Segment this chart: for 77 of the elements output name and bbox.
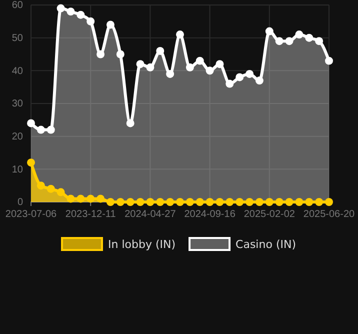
- x-tick-label: 2025-02-02: [244, 209, 296, 220]
- point: [56, 188, 65, 196]
- point: [36, 126, 45, 134]
- point: [305, 198, 314, 206]
- y-tick-label: 30: [12, 98, 24, 110]
- point: [295, 198, 304, 206]
- point: [315, 37, 324, 46]
- legend-label: Casino (IN): [236, 238, 296, 251]
- point: [76, 10, 85, 19]
- point: [226, 80, 234, 88]
- point: [126, 119, 134, 128]
- point: [246, 70, 254, 78]
- x-tick-label: 2024-04-27: [124, 209, 176, 220]
- point: [86, 17, 95, 26]
- point: [176, 30, 184, 39]
- point: [96, 194, 105, 203]
- y-tick-label: 50: [12, 33, 24, 44]
- point: [196, 198, 204, 206]
- point: [156, 46, 164, 55]
- y-tick-label: 10: [12, 164, 24, 176]
- point: [255, 198, 264, 206]
- y-tick-label: 60: [12, 0, 24, 12]
- point: [116, 198, 124, 206]
- y-tick-label: 20: [12, 132, 24, 143]
- point: [226, 198, 234, 206]
- point: [315, 198, 324, 206]
- point: [156, 198, 164, 206]
- point: [86, 194, 95, 203]
- point: [285, 198, 294, 206]
- point: [206, 66, 214, 75]
- point: [66, 8, 75, 16]
- y-tick-label: 0: [17, 197, 24, 208]
- point: [295, 30, 304, 39]
- point: [186, 63, 194, 72]
- x-tick-label: 2024-09-16: [184, 209, 236, 220]
- point: [186, 198, 194, 206]
- x-tick-label: 2023-12-11: [65, 209, 116, 220]
- point: [206, 198, 214, 206]
- point: [66, 194, 75, 203]
- point: [275, 37, 284, 46]
- point: [106, 198, 114, 206]
- legend-label: In lobby (IN): [108, 238, 176, 251]
- point: [305, 34, 314, 42]
- point: [146, 198, 154, 206]
- point: [255, 76, 264, 84]
- point: [236, 73, 244, 82]
- point: [106, 20, 114, 29]
- point: [76, 194, 85, 203]
- x-tick-label: 2023-07-06: [5, 209, 58, 220]
- point: [236, 198, 244, 206]
- point: [166, 70, 174, 78]
- point: [275, 198, 284, 206]
- point: [216, 60, 224, 68]
- point: [166, 198, 174, 206]
- point: [27, 158, 35, 167]
- point: [56, 4, 65, 12]
- point: [325, 56, 333, 65]
- point: [146, 63, 154, 72]
- point: [246, 198, 254, 206]
- point: [46, 184, 55, 193]
- point: [126, 198, 134, 206]
- point: [325, 198, 333, 206]
- point: [136, 198, 144, 206]
- x-tick-label: 2025-06-20: [303, 209, 356, 220]
- point: [96, 50, 105, 58]
- point: [285, 37, 294, 46]
- point: [46, 126, 55, 134]
- point: [27, 119, 35, 128]
- point: [196, 56, 204, 65]
- point: [216, 198, 224, 206]
- point: [116, 50, 124, 58]
- point: [36, 182, 45, 190]
- point: [265, 27, 274, 36]
- point: [176, 198, 184, 206]
- point: [136, 60, 144, 68]
- y-tick-label: 40: [12, 66, 24, 77]
- point: [265, 198, 274, 206]
